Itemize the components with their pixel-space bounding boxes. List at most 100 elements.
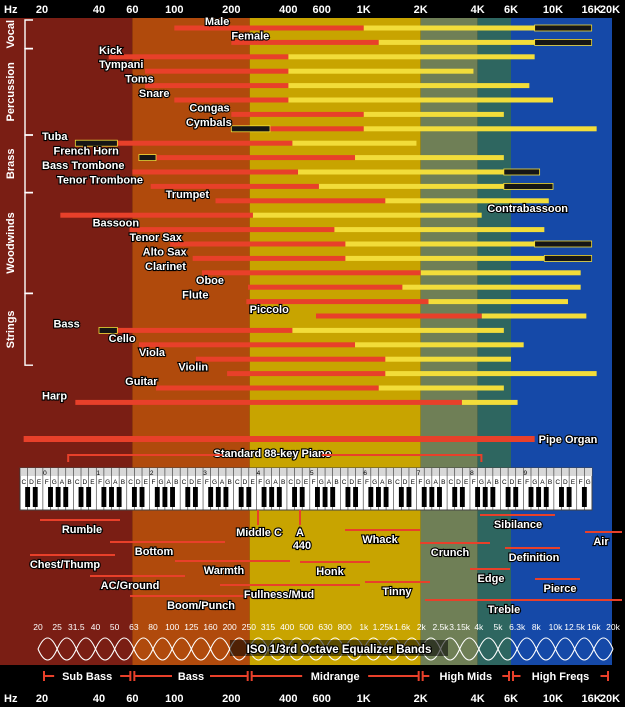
eq-band-label: 4k: [474, 622, 484, 632]
bottom-axis-tick-label: 16K: [582, 693, 602, 705]
note-letter: F: [418, 479, 422, 486]
band-4: [477, 18, 512, 665]
black-key: [322, 487, 328, 507]
note-letter: C: [21, 479, 26, 486]
note-letter: C: [395, 479, 400, 486]
black-key: [543, 487, 549, 507]
black-key: [63, 487, 69, 507]
octave-number: 7: [417, 470, 421, 477]
top-axis-bg: [0, 0, 625, 17]
note-letter: E: [304, 479, 309, 486]
harmonic-bar: [334, 227, 545, 233]
harmonic-bar: [402, 284, 581, 290]
note-letter: D: [243, 479, 248, 486]
note-letter: D: [563, 479, 568, 486]
note-letter: B: [228, 479, 232, 486]
note-letter: D: [349, 479, 354, 486]
bottom-axis-unit-label: Hz: [4, 693, 18, 705]
black-key: [345, 487, 351, 507]
harmonic-bar: [363, 126, 597, 132]
instrument-label: Clarinet: [145, 261, 186, 273]
band-2: [249, 18, 421, 665]
note-letter: B: [334, 479, 338, 486]
eq-band-label: 3.15k: [449, 622, 471, 632]
harmonic-bar: [420, 270, 581, 276]
piano-label: Standard 88-key Piano: [214, 448, 332, 460]
range-label-bg: [429, 669, 503, 683]
fundamental-bar: [155, 385, 379, 391]
descriptor-label: Tinny: [382, 586, 412, 598]
fundamental-bar: [145, 68, 289, 74]
eq-band-label: 1k: [359, 622, 369, 632]
eq-band-label: 80: [148, 622, 158, 632]
note-letter: G: [425, 479, 430, 486]
descriptor-label: Air: [593, 536, 609, 548]
instrument-label: Trumpet: [166, 189, 210, 201]
black-key: [185, 487, 191, 507]
note-letter: E: [571, 479, 576, 486]
black-key: [581, 487, 587, 507]
black-key: [437, 487, 442, 507]
black-key: [170, 487, 175, 507]
descriptor-label: Bottom: [135, 546, 174, 558]
fundamental-bar: [227, 371, 386, 377]
descriptor-label: A: [296, 527, 304, 539]
black-key: [55, 487, 61, 507]
note-letter: A: [327, 479, 332, 486]
note-letter: D: [82, 479, 87, 486]
group-label: Woodwinds: [5, 212, 17, 274]
note-letter: G: [586, 479, 591, 486]
black-key: [208, 487, 214, 507]
instrument-label: Guitar: [125, 376, 158, 388]
harmonic-bar: [363, 111, 504, 117]
note-letter: G: [159, 479, 164, 486]
harmonic-bar: [288, 54, 535, 60]
descriptor-label: Edge: [478, 573, 505, 585]
note-letter: G: [212, 479, 217, 486]
fundamental-bar: [315, 313, 482, 319]
fundamental-bar: [75, 140, 293, 146]
eq-band-label: 1.25k: [373, 622, 395, 632]
bottom-axis-tick-label: 4K: [471, 693, 485, 705]
harmonic-bar: [378, 385, 504, 391]
extended-range-bar: [503, 182, 554, 190]
group-label: Vocal: [5, 20, 17, 49]
extended-range-bar: [534, 24, 593, 32]
black-key: [86, 487, 92, 507]
note-letter: B: [121, 479, 125, 486]
note-letter: F: [205, 479, 209, 486]
note-letter: D: [403, 479, 408, 486]
black-key: [482, 487, 488, 507]
eq-band-label: 20: [33, 622, 43, 632]
black-key: [25, 487, 31, 507]
note-letter: C: [288, 479, 293, 486]
bottom-axis-tick-label: 100: [165, 693, 183, 705]
octave-number: 2: [150, 470, 154, 477]
black-key: [101, 487, 107, 507]
top-axis-tick-label: 2K: [414, 4, 428, 16]
fundamental-bar: [129, 227, 335, 233]
black-key: [223, 487, 229, 507]
range-label: High Freqs: [532, 671, 589, 683]
top-axis-tick-label: 16K: [582, 4, 602, 16]
top-axis-tick-label: 200: [222, 4, 240, 16]
fundamental-bar: [108, 54, 289, 60]
extended-range-bar: [534, 240, 593, 248]
group-label: Strings: [5, 310, 17, 348]
fundamental-bar: [174, 97, 289, 103]
eq-band-label: 1.6k: [394, 622, 411, 632]
harmonic-bar: [461, 399, 518, 405]
fundamental-bar: [246, 299, 429, 305]
top-axis-tick-label: 40: [93, 4, 105, 16]
range-label-bg: [172, 669, 211, 683]
fundamental-bar: [138, 155, 356, 161]
fundamental-bar: [150, 183, 319, 189]
instrument-label: Bass Trombone: [42, 160, 125, 172]
harmonic-bar: [355, 155, 504, 161]
black-key: [78, 487, 84, 507]
note-letter: G: [532, 479, 537, 486]
harmonic-bar: [378, 39, 592, 45]
instrument-label: Tuba: [42, 131, 68, 143]
eq-band-label: 40: [91, 622, 101, 632]
